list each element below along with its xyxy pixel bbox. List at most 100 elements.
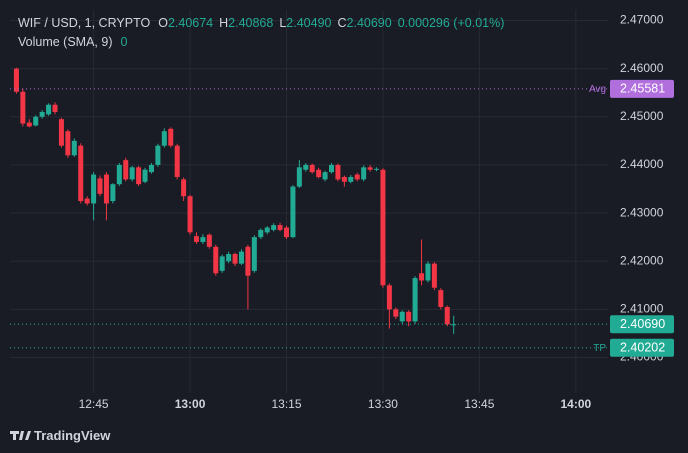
candle-body [419,273,425,281]
candle-body [148,164,154,173]
candle-body [39,111,45,117]
candle-body [116,164,122,185]
candle-body [78,145,84,202]
candle-body [52,104,58,112]
candle-body [142,169,148,182]
y-tick-label: 2.47000 [620,13,664,27]
logo-text: TradingView [34,428,111,443]
candle-body [155,145,161,165]
candle-body [168,128,174,146]
candle-body [33,116,39,126]
candle-body [277,225,283,230]
candle-body [20,91,26,124]
candle-body [213,246,219,274]
price-label: 2.40202 [620,341,665,355]
candle-body [13,68,19,92]
candle-body [322,172,328,180]
x-tick-label: 13:00 [175,397,206,411]
candle-body [444,306,450,325]
ohlc-value: 2.40868 [228,16,273,30]
change: 0.000296 (+0.01%) [398,16,505,30]
candle-body [110,184,116,202]
candle-body [200,237,206,242]
candle-body [412,278,418,322]
price-label: 2.40690 [620,317,665,331]
candle-body [46,104,52,115]
candle-body [367,167,373,170]
candle-body [335,164,341,180]
ohlc-key: L [279,16,286,30]
candle-body [386,285,392,310]
candle-body [103,174,109,204]
y-tick-label: 2.46000 [620,61,664,75]
y-tick-label: 2.41000 [620,302,664,316]
candle-body [84,198,90,204]
price-label-box [610,315,674,334]
candle-body [193,236,199,242]
candle-body [264,227,270,233]
candle-body [226,254,232,262]
candle-body [251,237,257,271]
candle-body [129,167,135,180]
ohlc-value: 2.40490 [286,16,331,30]
candle-body [309,164,315,173]
candle-body [91,174,97,204]
candle-body [123,160,129,180]
indicator: Volume (SMA, 9) 0 [18,35,127,49]
candle-body [206,234,212,247]
logo: TradingView [10,428,111,443]
candle-body [316,169,322,177]
x-tick-label: 13:45 [464,397,494,411]
ohlc-key: H [219,16,228,30]
price-line-name: Avg [589,84,606,95]
candle-body [303,164,309,170]
x-tick-label: 12:45 [79,397,109,411]
candle-body [290,186,296,238]
candle-body [258,229,264,238]
ohlc-value: 2.40674 [168,16,213,30]
candle-body [187,196,193,233]
candle-body [283,227,289,238]
symbol: WIF / USD, 1, CRYPTO [18,16,150,30]
plot [13,67,457,334]
price-label: 2.45581 [620,82,665,96]
candle-body [136,167,142,185]
x-tick-label: 13:15 [271,397,301,411]
indicator-name: Volume (SMA, 9) [18,35,112,49]
x-tick-label: 14:00 [560,397,591,411]
candle-body [181,179,187,197]
ohlc-key: C [337,16,346,30]
candle-body [380,169,386,286]
candle-body [438,290,444,307]
candle-body [238,251,244,264]
candle-body [374,168,380,170]
candle-body [451,324,457,326]
y-tick-label: 2.42000 [620,253,664,267]
indicator-value: 0 [120,35,127,49]
y-tick-label: 2.45000 [620,109,664,123]
candle-body [65,131,71,156]
y-tick-label: 2.43000 [620,205,664,219]
candle-body [26,122,32,127]
candle-body [296,167,302,187]
candle-body [341,176,347,182]
candle-body [361,167,367,180]
candle-body [393,309,399,317]
price-line-name: TP [593,343,606,354]
candle-body [174,145,180,177]
candle-body [354,174,360,180]
ohlc-key: O [158,16,168,30]
x-tick-label: 13:30 [368,397,398,411]
ohlc-value: 2.40690 [347,16,392,30]
candle-body [425,263,431,281]
candle-body [406,311,412,322]
candle-body [245,246,251,276]
header: WIF / USD, 1, CRYPTO O2.40674 H2.40868 L2.4… [18,16,504,30]
y-tick-label: 2.44000 [620,157,664,171]
candle-body [399,311,405,322]
candle-body [71,140,77,156]
candle-body [161,131,167,146]
